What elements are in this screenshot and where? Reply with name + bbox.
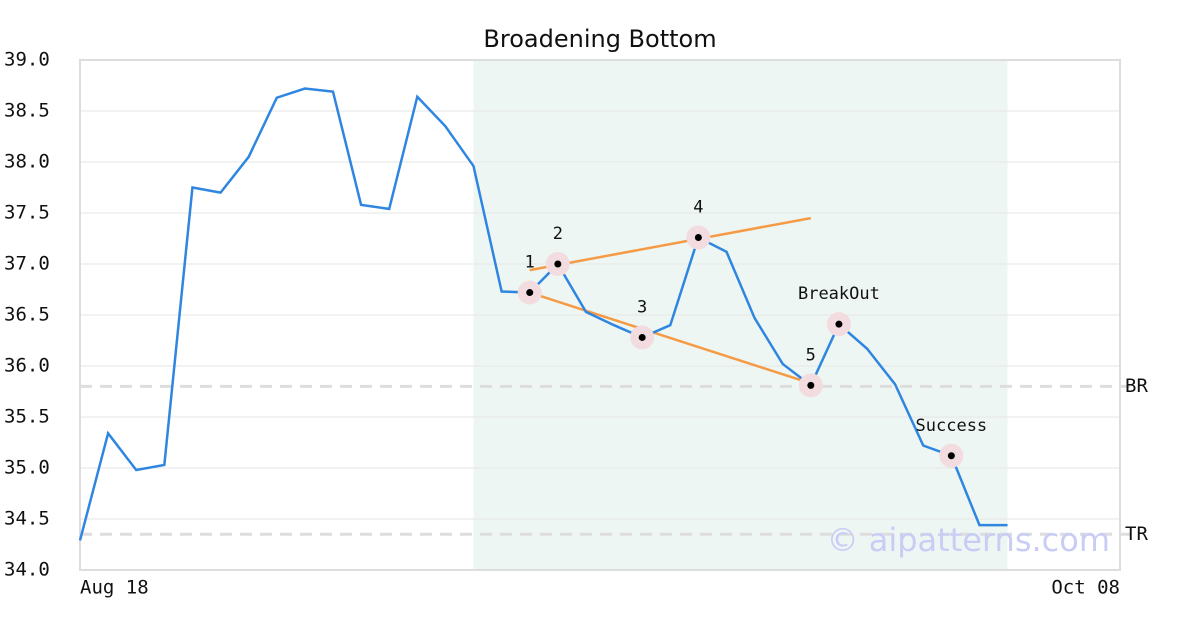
trend-line xyxy=(529,291,812,385)
y-tick-label: 39.0 xyxy=(4,49,50,71)
y-tick-label: 38.0 xyxy=(4,151,50,173)
level-label: BR xyxy=(1125,375,1148,397)
point-dot xyxy=(807,381,815,389)
point-label: 5 xyxy=(806,345,816,365)
y-tick-label: 34.0 xyxy=(4,559,50,581)
point-label: 2 xyxy=(553,224,563,244)
y-tick-label: 38.5 xyxy=(4,100,50,122)
x-tick-label: Oct 08 xyxy=(1051,577,1120,599)
y-tick-label: 35.5 xyxy=(4,406,50,428)
point-label: 1 xyxy=(525,253,535,273)
point-dot xyxy=(526,289,534,297)
point-label: 3 xyxy=(637,297,647,317)
plot-frame xyxy=(79,59,1121,571)
y-tick-label: 36.0 xyxy=(4,355,50,377)
point-label: Success xyxy=(916,416,988,436)
y-tick-label: 36.5 xyxy=(4,304,50,326)
watermark: © aipatterns.com xyxy=(827,521,1110,559)
y-tick-label: 35.0 xyxy=(4,457,50,479)
point-dot xyxy=(835,320,843,328)
point-dot xyxy=(554,260,562,268)
price-line xyxy=(78,87,1008,541)
chart-title: Broadening Bottom xyxy=(483,25,716,53)
point-label: BreakOut xyxy=(798,284,880,304)
x-tick-label: Aug 18 xyxy=(80,577,149,599)
point-dot xyxy=(694,233,702,241)
y-tick-label: 37.5 xyxy=(4,202,50,224)
y-tick-label: 34.5 xyxy=(4,508,50,530)
level-label: TR xyxy=(1125,523,1148,545)
y-tick-label: 37.0 xyxy=(4,253,50,275)
trend-line xyxy=(529,216,812,272)
point-dot xyxy=(947,452,955,460)
point-dot xyxy=(638,333,646,341)
point-label: 4 xyxy=(693,197,703,217)
